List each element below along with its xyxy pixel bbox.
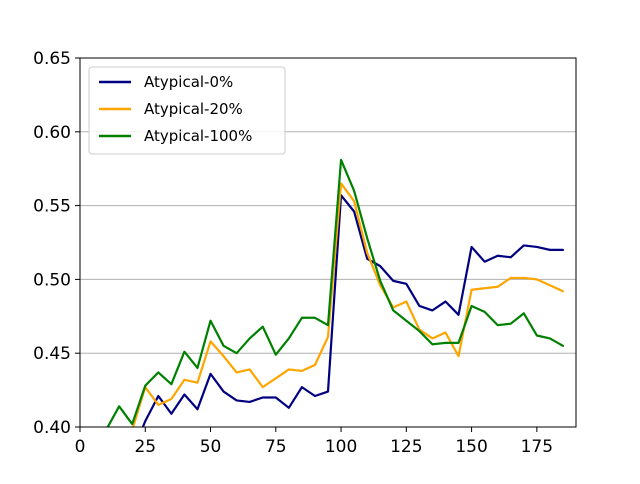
series-line-1 — [131, 182, 565, 427]
x-tick-label: 25 — [134, 437, 156, 457]
x-tick-label: 150 — [455, 437, 487, 457]
y-tick-label: 0.60 — [33, 123, 71, 143]
x-tick-label: 50 — [200, 437, 222, 457]
x-axis: 0 25 50 75 100 125 150 175 — [75, 427, 553, 457]
y-tick-label: 0.65 — [33, 49, 71, 69]
y-axis: 0.40 0.45 0.50 0.55 0.60 0.65 — [33, 49, 80, 438]
legend: Atypical-0% Atypical-20% Atypical-100% — [88, 66, 286, 155]
y-tick-label: 0.40 — [33, 418, 71, 438]
x-tick-label: 175 — [521, 437, 553, 457]
y-tick-label: 0.45 — [33, 344, 71, 364]
x-tick-label: 0 — [75, 437, 86, 457]
legend-label: Atypical-20% — [144, 100, 243, 118]
series-line-0 — [141, 194, 565, 427]
x-tick-label: 75 — [265, 437, 287, 457]
x-tick-label: 100 — [325, 437, 357, 457]
legend-label: Atypical-100% — [144, 127, 252, 145]
series-line-2 — [106, 158, 565, 427]
x-tick-label: 125 — [390, 437, 422, 457]
legend-box — [88, 66, 286, 155]
plot-frame — [79, 57, 577, 428]
y-tick-label: 0.50 — [33, 270, 71, 290]
legend-label: Atypical-0% — [144, 73, 233, 91]
series-lines — [106, 158, 565, 427]
y-tick-label: 0.55 — [33, 197, 71, 217]
